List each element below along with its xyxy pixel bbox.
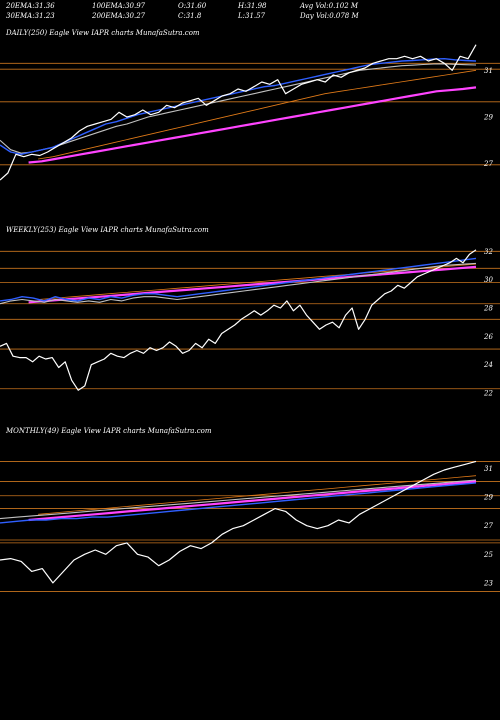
header-avg-vol: Avg Vol:0.102 M (300, 2, 359, 10)
weekly-ema-slow-line (28, 265, 477, 304)
weekly-y-tick-26: 26 (483, 333, 493, 341)
monthly-y-tick-27: 27 (483, 522, 493, 530)
weekly-ema-fast-line (0, 257, 477, 302)
daily-y-tick-31: 31 (484, 67, 493, 75)
header-30ema: 30EMA:31.23 (6, 12, 55, 20)
weekly-y-tick-32: 32 (484, 248, 493, 256)
monthly-ema-mid-line (0, 479, 477, 520)
daily-price-line (0, 44, 477, 181)
monthly-ema-slow-line (28, 480, 477, 522)
daily-ema-mid-line (0, 63, 477, 154)
header-open: O:31.60 (178, 2, 207, 10)
weekly-y-tick-24: 24 (483, 361, 493, 369)
weekly-ema-orange-line (38, 263, 477, 300)
monthly-y-tick-23: 23 (483, 579, 493, 587)
daily-y-tick-29: 29 (483, 114, 493, 122)
daily-ema-fast-line (0, 58, 477, 156)
daily-y-tick-27: 27 (483, 160, 493, 168)
monthly-y-tick-31: 31 (484, 465, 493, 473)
weekly-y-tick-28: 28 (483, 305, 493, 313)
header-high: H:31.98 (238, 2, 267, 10)
daily-ema-orange-line (38, 69, 477, 160)
monthly-panel-title: MONTHLY(49) Eagle View IAPR charts Munaf… (6, 427, 212, 435)
header-low: L:31.57 (238, 12, 266, 20)
weekly-chart: 32 30 28 26 24 22 (0, 248, 500, 398)
monthly-ema-orange-line (38, 475, 477, 515)
weekly-y-tick-22: 22 (483, 390, 493, 398)
monthly-price-line (0, 460, 477, 584)
monthly-y-tick-29: 29 (483, 494, 493, 502)
daily-ema-slow-line (28, 86, 477, 164)
header-day-vol: Day Vol:0.078 M (300, 12, 359, 20)
monthly-ema-fast-line (0, 482, 477, 524)
weekly-y-tick-30: 30 (484, 276, 493, 284)
daily-chart: 31 29 27 (0, 44, 500, 181)
header-close: C:31.8 (178, 12, 202, 20)
header-20ema: 20EMA:31.36 (6, 2, 55, 10)
weekly-panel-title: WEEKLY(253) Eagle View IAPR charts Munaf… (6, 226, 209, 234)
weekly-ema-mid-line (0, 262, 477, 305)
header-200ema: 200EMA:30.27 (92, 12, 146, 20)
monthly-y-tick-25: 25 (483, 551, 493, 559)
header-100ema: 100EMA:30.97 (92, 2, 146, 10)
monthly-chart: 31 29 27 25 23 (0, 460, 500, 592)
daily-panel-title: DAILY(250) Eagle View IAPR charts Munafa… (6, 29, 200, 37)
weekly-price-line (0, 249, 477, 391)
